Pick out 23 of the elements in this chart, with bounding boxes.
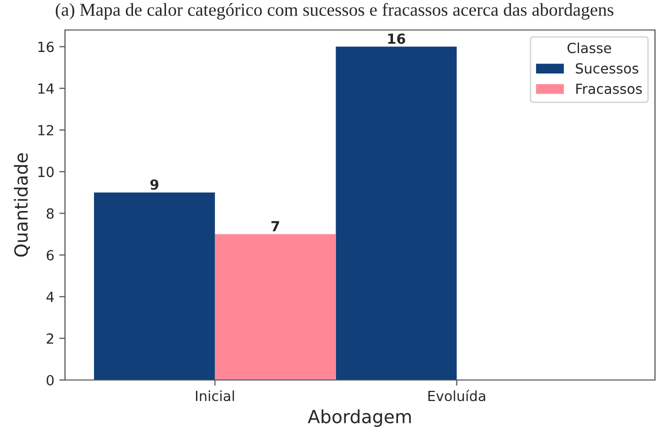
x-axis-title: Abordagem xyxy=(308,409,411,427)
bar xyxy=(336,46,457,380)
x-tick-label: Evoluída xyxy=(428,390,486,402)
data-label: 9 xyxy=(150,179,158,190)
y-axis-title: Quantidade xyxy=(14,153,30,257)
y-tick-label: 16 xyxy=(38,42,54,52)
y-tick-label: 10 xyxy=(38,166,54,178)
bar xyxy=(214,234,336,380)
y-tick-label: 6 xyxy=(46,250,54,260)
data-label: 7 xyxy=(271,221,280,232)
x-tick-label: Inicial xyxy=(196,390,234,402)
data-label: 16 xyxy=(388,33,406,44)
y-tick-label: 0 xyxy=(46,374,54,386)
y-tick-label: 14 xyxy=(38,83,54,94)
y-tick-label: 12 xyxy=(38,124,54,136)
bar xyxy=(94,192,215,380)
y-tick-label: 2 xyxy=(46,333,54,344)
legend-label: Sucessos xyxy=(576,63,638,74)
legend-label: Fracassos xyxy=(576,84,642,94)
y-tick-label: 4 xyxy=(46,292,54,302)
y-tick-label: 8 xyxy=(46,208,54,219)
chart-title: (a) Mapa de calor categórico com sucessos e fracassos acerca das abordagens xyxy=(56,3,614,20)
legend-title: Classe xyxy=(568,42,612,54)
